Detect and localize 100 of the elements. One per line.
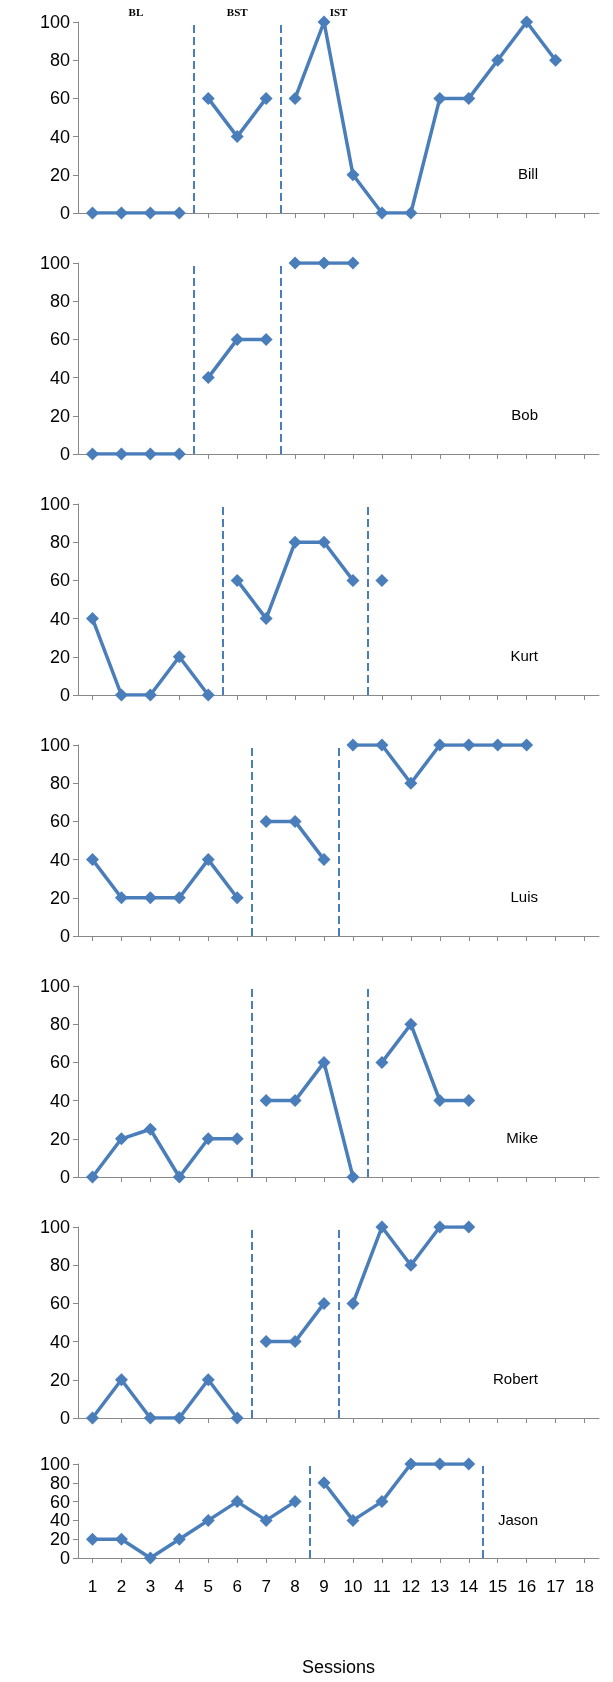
x-tick-label: 15: [488, 1577, 508, 1596]
y-tick-label: 80: [49, 1014, 70, 1035]
point: [143, 891, 157, 905]
point: [114, 1132, 128, 1146]
x-tick-label: 13: [430, 1577, 450, 1596]
point: [404, 1017, 418, 1031]
point: [433, 1220, 447, 1234]
y-tick-label: 0: [59, 203, 70, 223]
point: [230, 891, 244, 905]
point: [201, 371, 215, 385]
y-tick-label: 20: [49, 405, 70, 426]
y-tick-label: 0: [59, 1548, 70, 1568]
point: [143, 447, 157, 461]
point: [230, 1411, 244, 1425]
point: [85, 206, 99, 220]
x-tick-label: 18: [575, 1577, 594, 1596]
x-tick-label: 1: [87, 1577, 98, 1596]
x-axis-title: Sessions: [301, 1657, 376, 1677]
point: [114, 1373, 128, 1387]
y-tick-label: 20: [49, 1128, 70, 1149]
y-tick-label: 60: [49, 1052, 70, 1073]
point: [259, 612, 273, 626]
point: [143, 206, 157, 220]
point: [404, 776, 418, 790]
text: BL: [128, 5, 144, 18]
point: [172, 1170, 186, 1184]
point: [201, 688, 215, 702]
x-tick-label: 8: [290, 1577, 300, 1596]
y-tick-label: 40: [49, 608, 70, 629]
y-tick-label: 80: [49, 773, 70, 794]
point: [230, 332, 244, 346]
point: [230, 130, 244, 144]
point: [288, 1495, 302, 1509]
y-tick-label: 60: [49, 811, 70, 832]
point: [462, 1457, 476, 1471]
y-tick-label: 0: [59, 444, 70, 464]
text: Robert: [492, 1370, 539, 1387]
y-tick-label: 40: [49, 126, 70, 147]
point: [520, 15, 534, 29]
point: [288, 814, 302, 828]
y-tick-label: 20: [49, 1529, 70, 1550]
x-tick-label: 2: [116, 1577, 127, 1596]
y-tick-label: 40: [49, 1510, 70, 1531]
point: [114, 1532, 128, 1546]
point: [317, 1296, 331, 1310]
x-tick-label: 7: [261, 1577, 271, 1596]
point: [346, 168, 360, 182]
x-tick-label: 9: [319, 1577, 329, 1596]
y-tick-label: 60: [49, 1491, 70, 1512]
point: [317, 535, 331, 549]
point: [201, 1132, 215, 1146]
point: [375, 573, 389, 587]
point: [317, 256, 331, 270]
point: [288, 256, 302, 270]
point: [172, 1532, 186, 1546]
y-tick-label: 60: [49, 1293, 70, 1314]
text: Mike: [506, 1129, 538, 1146]
point: [143, 1551, 157, 1565]
x-tick-label: 3: [145, 1577, 156, 1596]
point: [230, 1495, 244, 1509]
y-tick-label: 20: [49, 1369, 70, 1390]
point: [259, 1094, 273, 1108]
point: [404, 1457, 418, 1471]
y-tick-label: 20: [49, 646, 70, 667]
point: [230, 573, 244, 587]
text: Luis: [510, 888, 539, 905]
y-tick-label: 20: [49, 164, 70, 185]
point: [375, 1055, 389, 1069]
point: [317, 15, 331, 29]
text: IST: [329, 5, 349, 18]
point: [114, 688, 128, 702]
text: Jason: [497, 1511, 538, 1528]
point: [346, 738, 360, 752]
point: [549, 53, 563, 67]
point: [85, 612, 99, 626]
text: Kurt: [510, 647, 539, 664]
y-tick-label: 20: [49, 887, 70, 908]
y-tick-label: 80: [49, 291, 70, 312]
y-tick-label: 0: [59, 1167, 70, 1187]
y-tick-label: 100: [39, 253, 70, 273]
y-tick-label: 60: [49, 88, 70, 109]
point: [462, 1220, 476, 1234]
point: [288, 1335, 302, 1349]
point: [346, 1513, 360, 1527]
x-tick-label: 5: [203, 1577, 213, 1596]
point: [259, 1513, 273, 1527]
point: [404, 206, 418, 220]
point: [375, 1220, 389, 1234]
point: [143, 1411, 157, 1425]
y-tick-label: 100: [39, 1454, 70, 1474]
x-tick-label: 6: [232, 1577, 242, 1596]
point: [114, 206, 128, 220]
point: [143, 688, 157, 702]
y-tick-label: 0: [59, 1408, 70, 1428]
point: [85, 1532, 99, 1546]
point: [462, 91, 476, 105]
point: [143, 1122, 157, 1136]
point: [346, 573, 360, 587]
point: [375, 206, 389, 220]
y-tick-label: 40: [49, 849, 70, 870]
